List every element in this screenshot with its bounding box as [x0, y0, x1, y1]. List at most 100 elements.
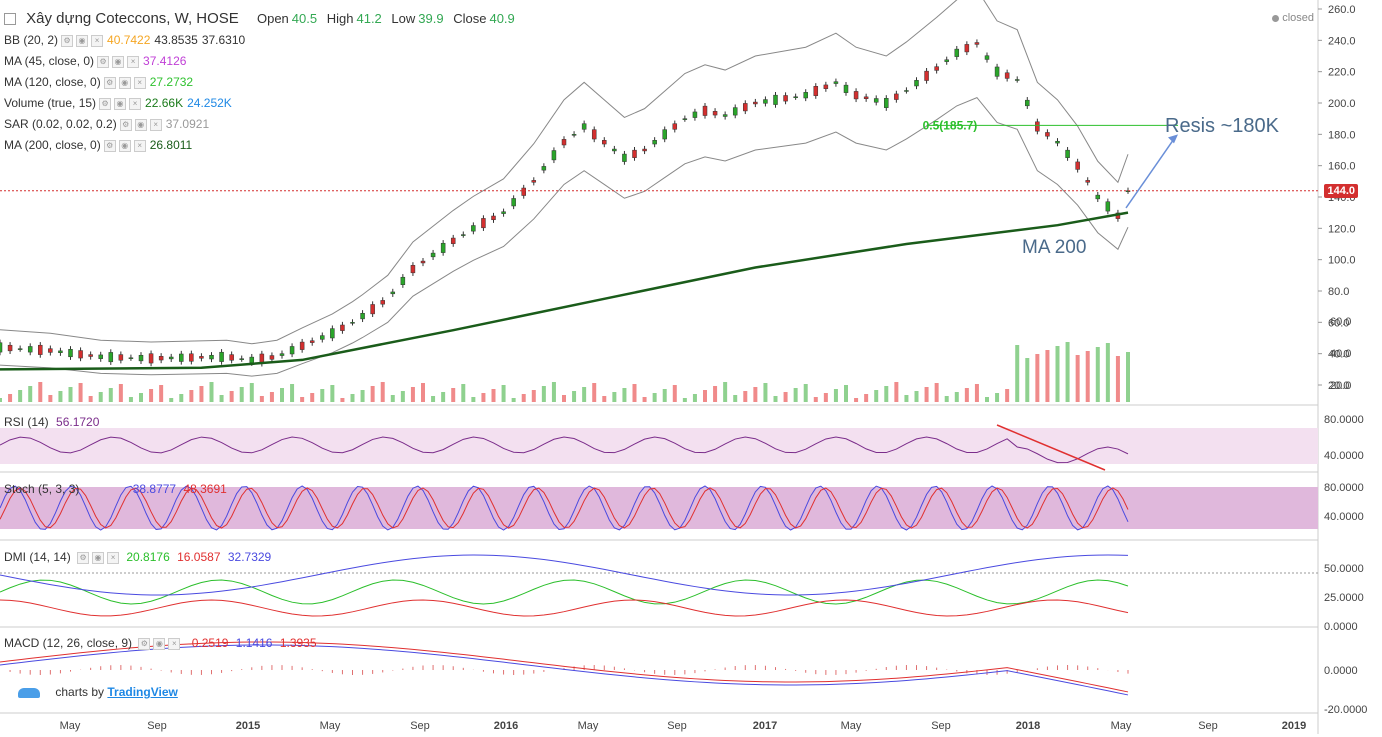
candle-body [1105, 201, 1111, 212]
candle-body [934, 66, 939, 71]
volume-bar [330, 385, 335, 402]
visibility-icon[interactable]: ◉ [112, 55, 125, 68]
candle-body [743, 103, 748, 112]
candle-body [1004, 72, 1010, 79]
price-tick-label: 260.0 [1328, 4, 1356, 16]
stoch-value-k: 38.8777 [132, 482, 177, 496]
indicator-legend-row[interactable]: SAR (0.02, 0.02, 0.2) ⚙ ◉ × 37.0921 [4, 116, 209, 132]
visibility-icon[interactable]: ◉ [114, 97, 127, 110]
volume-bar [964, 388, 969, 402]
volume-bar [1115, 356, 1120, 402]
rsi-line [0, 436, 1129, 464]
indicator-label: MA (200, close, 0) [4, 138, 101, 152]
visibility-icon[interactable]: ◉ [153, 637, 166, 650]
close-icon[interactable]: × [127, 55, 140, 68]
close-icon[interactable]: × [91, 34, 104, 47]
indicator-label: Volume (true, 15) [4, 96, 97, 110]
volume-bar [189, 390, 194, 402]
settings-icon[interactable]: ⚙ [97, 55, 110, 68]
close-icon[interactable]: × [133, 76, 146, 89]
candle-body [642, 148, 647, 152]
volume-bar [773, 396, 778, 402]
branding-name[interactable]: TradingView [107, 685, 178, 699]
visibility-icon[interactable]: ◉ [118, 76, 131, 89]
volume-bar [632, 384, 637, 402]
candle-body [330, 328, 335, 339]
tradingview-logo[interactable]: charts by TradingView [18, 685, 178, 699]
candle-body [491, 215, 496, 221]
candle-body [974, 42, 980, 45]
candle-body [269, 355, 275, 360]
settings-icon[interactable]: ⚙ [119, 118, 132, 131]
candle-body [561, 139, 567, 146]
visibility-icon[interactable]: ◉ [118, 139, 131, 152]
candle-body [400, 276, 406, 285]
volume-bar [743, 391, 748, 402]
indicator-legend-row[interactable]: MA (200, close, 0) ⚙ ◉ × 26.8011 [4, 137, 192, 153]
visibility-icon[interactable]: ◉ [76, 34, 89, 47]
volume-bar [763, 383, 768, 402]
settings-icon[interactable]: ⚙ [99, 97, 112, 110]
candle-body [299, 341, 305, 350]
volume-bar [531, 390, 536, 402]
volume-bar [380, 382, 385, 402]
candle-body [813, 86, 819, 96]
volume-bar [219, 395, 224, 402]
cloud-icon [18, 687, 40, 698]
price-tick-label: 220.0 [1328, 67, 1356, 79]
indicator-legend-row[interactable]: BB (20, 2) ⚙ ◉ × 40.7422 43.8535 37.6310 [4, 32, 245, 48]
volume-bar [18, 390, 23, 402]
indicator-legend-row[interactable]: Volume (true, 15) ⚙ ◉ × 22.66K 24.252K [4, 95, 232, 111]
collapse-icon[interactable] [4, 13, 16, 26]
volume-bar [703, 390, 707, 402]
close-icon[interactable]: × [149, 118, 162, 131]
candle-body [219, 351, 224, 362]
volume-bar [421, 383, 425, 402]
market-status: closed [1272, 12, 1314, 24]
volume-bar [481, 393, 486, 402]
volume-bar [1015, 345, 1020, 402]
indicator-legend-row[interactable]: MA (45, close, 0) ⚙ ◉ × 37.4126 [4, 53, 186, 69]
symbol-title[interactable]: Xây dựng Coteccons, W, HOSE [26, 10, 239, 27]
bb-lower-line [0, 97, 1129, 377]
volume-bar [582, 387, 587, 402]
close-icon[interactable]: × [168, 637, 181, 650]
indicator-legend-row[interactable]: MA (120, close, 0) ⚙ ◉ × 27.2732 [4, 74, 193, 90]
candle-body [954, 48, 960, 57]
candle-body [682, 118, 688, 120]
close-icon[interactable]: × [133, 139, 146, 152]
settings-icon[interactable]: ⚙ [77, 551, 90, 564]
price-tick-label: 20.0 [1328, 380, 1349, 392]
settings-icon[interactable]: ⚙ [103, 139, 116, 152]
indicator-label: BB (20, 2) [4, 33, 59, 47]
stoch-legend[interactable]: Stoch (5, 3, 3) 38.8777 48.3691 [4, 481, 227, 497]
macd-legend[interactable]: MACD (12, 26, close, 9) ⚙ ◉ × -0.2519 1.14… [4, 635, 317, 651]
settings-icon[interactable]: ⚙ [61, 34, 74, 47]
close-icon[interactable]: × [129, 97, 142, 110]
volume-bar [864, 394, 869, 402]
status-dot-icon [1272, 14, 1280, 22]
volume-bar [833, 389, 838, 402]
candle-body [853, 91, 859, 100]
dmi-value-minus: 16.0587 [177, 550, 221, 564]
volume-bar [280, 388, 284, 402]
dmi-legend[interactable]: DMI (14, 14) ⚙ ◉ × 20.8176 16.0587 32.7329 [4, 549, 271, 565]
close-icon[interactable]: × [107, 551, 120, 564]
candle-body [783, 95, 788, 102]
volume-bar [844, 385, 848, 402]
macd-value-macd: 1.1416 [235, 636, 273, 650]
volume-bar [924, 387, 929, 402]
settings-icon[interactable]: ⚙ [103, 76, 116, 89]
visibility-icon[interactable]: ◉ [92, 551, 105, 564]
settings-icon[interactable]: ⚙ [138, 637, 151, 650]
volume-bar [672, 385, 677, 402]
x-tick-label: 2017 [753, 720, 777, 732]
candle-body [390, 291, 396, 295]
volume-bar [350, 394, 355, 402]
resis-arrow-line [1125, 137, 1176, 209]
price-tick-label: 180.0 [1328, 129, 1356, 141]
visibility-icon[interactable]: ◉ [134, 118, 147, 131]
rsi-legend[interactable]: RSI (14) 56.1720 [4, 414, 99, 430]
price-tick-label: 120.0 [1328, 223, 1356, 235]
